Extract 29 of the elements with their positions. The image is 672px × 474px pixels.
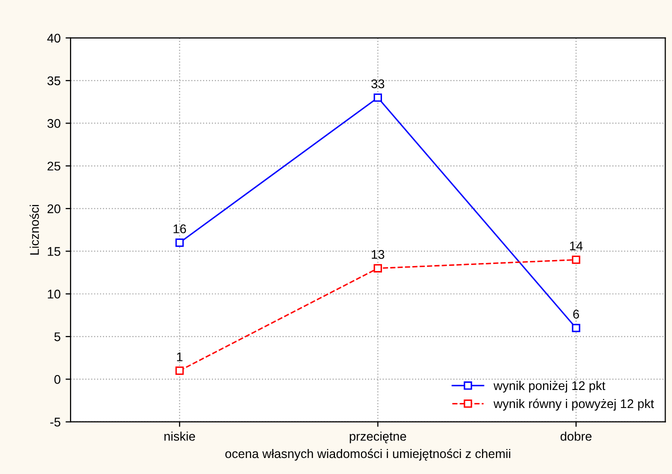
- y-axis-title: Liczności: [30, 205, 39, 255]
- x-axis-title: ocena własnych wiadomości i umiejętności z chemii: [225, 448, 510, 461]
- y-tick-label: 5: [54, 332, 60, 342]
- point: [572, 256, 580, 264]
- y-tick-label: 25: [48, 162, 60, 171]
- y-tick-label: 30: [47, 119, 60, 128]
- data-label: 14: [570, 242, 583, 250]
- x-tick-label: dobre: [560, 432, 592, 441]
- point: [175, 238, 184, 247]
- legend-label: wynik równy i powyżej 12 pkt: [494, 398, 654, 411]
- data-label: 1: [177, 352, 182, 362]
- point: [572, 324, 580, 332]
- y-tick-label: -5: [50, 418, 60, 427]
- y-tick-label: 0: [54, 375, 60, 384]
- data-label: 13: [372, 250, 384, 259]
- x-tick-label: niskie: [164, 432, 196, 441]
- data-label: 33: [371, 79, 384, 88]
- point: [374, 93, 382, 102]
- y-tick-label: 10: [48, 290, 60, 299]
- point: [374, 264, 382, 272]
- y-tick-label: 40: [47, 34, 60, 43]
- x-tick-label: przeciętne: [350, 432, 406, 444]
- legend-label: wynik poniżej 12 pkt: [494, 380, 606, 393]
- y-tick-label: 35: [47, 76, 60, 86]
- data-label: 16: [174, 224, 186, 234]
- y-tick-label: 20: [48, 204, 60, 214]
- data-label: 6: [573, 310, 579, 319]
- point: [175, 366, 184, 375]
- y-tick-label: 15: [48, 247, 60, 256]
